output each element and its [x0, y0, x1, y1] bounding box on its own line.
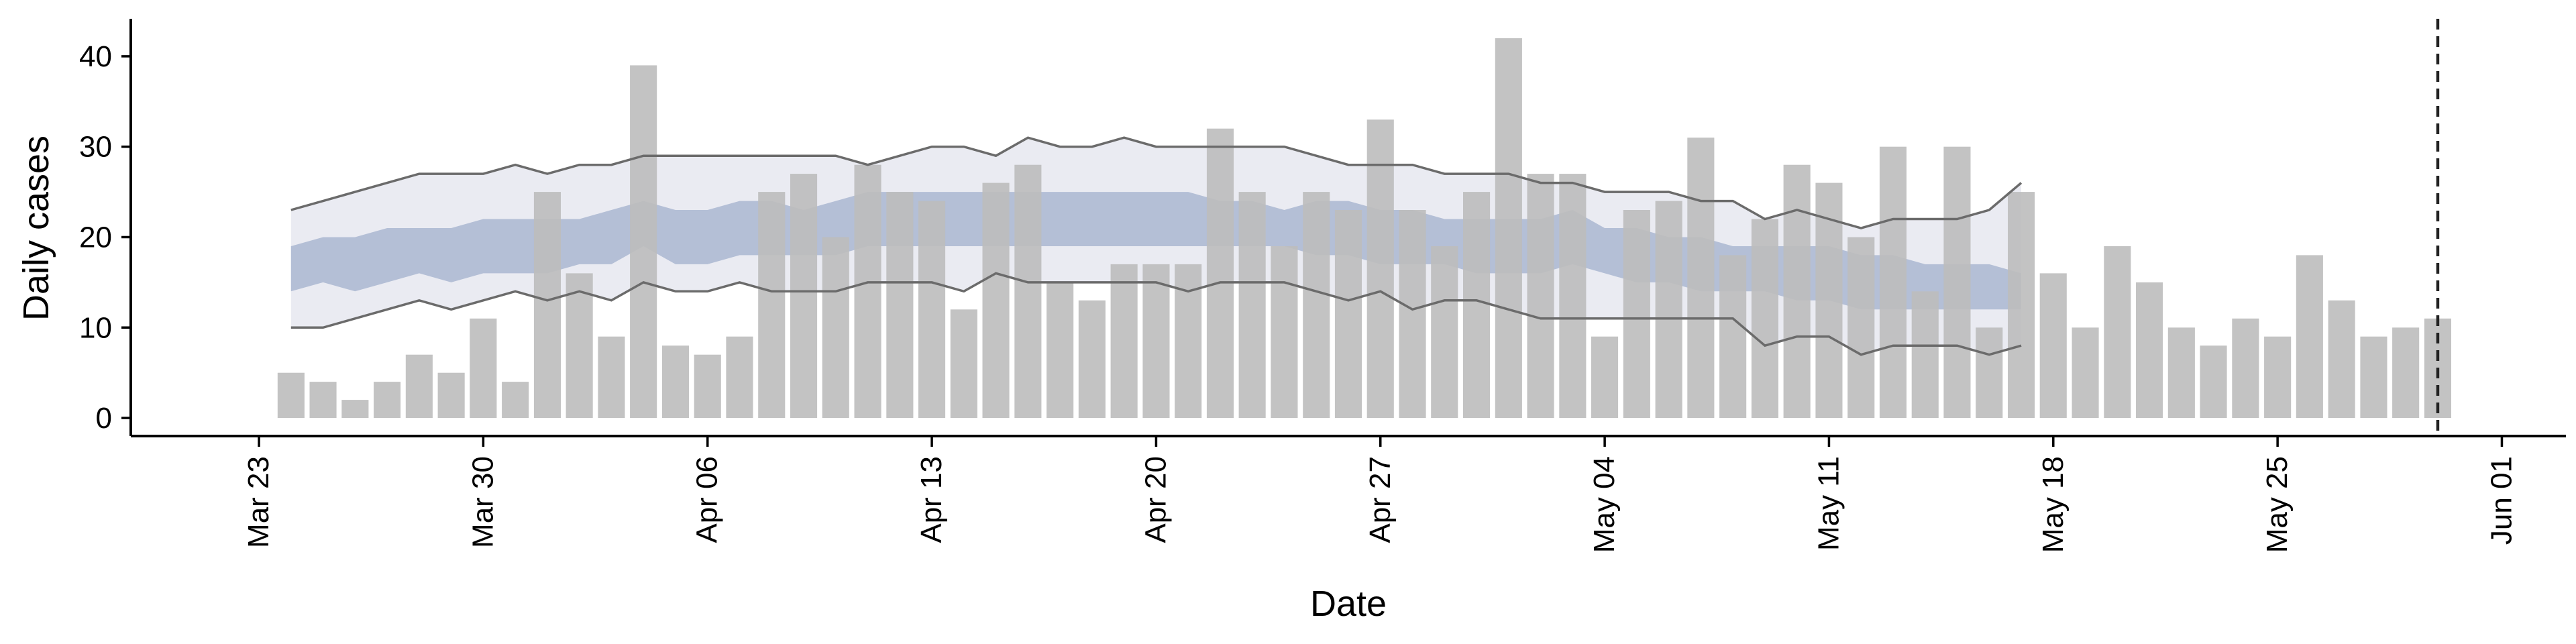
bar	[1751, 219, 1778, 418]
bar	[1238, 192, 1266, 419]
bar	[566, 273, 593, 419]
x-tick-label: Mar 30	[466, 456, 499, 548]
band-lower-edge	[290, 272, 2022, 356]
bar	[1559, 174, 1587, 418]
x-tick-label: May 11	[1812, 456, 1845, 551]
bar	[1046, 282, 1074, 419]
bar	[1911, 291, 1939, 418]
bar	[437, 372, 465, 419]
bar	[1142, 264, 1170, 418]
bar	[1463, 192, 1491, 419]
bar	[1078, 300, 1106, 418]
bar	[533, 192, 561, 419]
x-axis-label: Date	[1310, 584, 1387, 624]
bar	[2200, 345, 2227, 418]
bar	[1879, 146, 1907, 418]
band-edge-lines	[290, 136, 2023, 356]
y-axis-label: Daily cases	[16, 136, 56, 321]
bar	[1687, 138, 1715, 418]
bar	[1623, 210, 1650, 418]
bar	[309, 382, 337, 418]
bar	[1399, 210, 1426, 418]
bar	[1527, 174, 1554, 418]
bar	[854, 164, 881, 419]
bar	[1110, 264, 1138, 418]
y-tick-label: 10	[79, 311, 112, 344]
x-tick-label: Apr 06	[691, 456, 724, 543]
bar	[1366, 119, 1394, 419]
bar	[790, 174, 818, 418]
bar	[2008, 192, 2035, 419]
inner-credible-band	[290, 192, 2021, 310]
bar	[405, 354, 433, 418]
bar	[630, 65, 657, 419]
bar	[1847, 237, 1875, 419]
bar	[1783, 164, 1811, 419]
bar	[1206, 128, 1234, 418]
bar	[1495, 38, 1522, 419]
bar	[886, 192, 914, 419]
x-tick-label: Apr 20	[1139, 456, 1172, 543]
y-tick-label: 0	[96, 402, 112, 435]
bar	[598, 336, 625, 418]
bar	[1431, 246, 1458, 419]
bar	[1334, 210, 1362, 418]
bar	[1943, 146, 1971, 418]
bar	[758, 192, 786, 419]
inner-band-area	[290, 192, 2021, 310]
bar	[2360, 336, 2387, 418]
bar	[2232, 318, 2259, 419]
bar	[726, 336, 753, 418]
bar	[1719, 255, 1747, 418]
x-tick-label: Apr 27	[1364, 456, 1397, 543]
y-tick-label: 30	[79, 131, 112, 164]
bar	[1014, 164, 1042, 419]
bar	[2167, 327, 2195, 419]
bar	[374, 382, 401, 418]
bar	[470, 318, 497, 419]
bar	[950, 309, 977, 418]
bar	[982, 182, 1010, 418]
bar	[2328, 300, 2355, 418]
axes: 0 10 20 30 40 Mar 23 Mar 30 Apr 06 Apr 13 Apr 20 A…	[79, 19, 2566, 553]
bar	[1303, 192, 1330, 419]
bar	[1976, 327, 2003, 419]
x-tick-label: Apr 13	[915, 456, 948, 543]
bars-group	[277, 38, 2451, 419]
bar	[1175, 264, 1202, 418]
bar	[2136, 282, 2163, 419]
bar	[277, 372, 305, 419]
bar	[2104, 246, 2131, 419]
bar	[822, 237, 849, 419]
bar	[502, 382, 529, 418]
bar	[2264, 336, 2292, 418]
x-tick-label: May 04	[1588, 456, 1621, 553]
bar	[2392, 327, 2420, 419]
y-tick-label: 20	[79, 221, 112, 254]
x-tick-label: Jun 01	[2485, 456, 2518, 545]
bar	[694, 354, 721, 418]
y-tick-label: 40	[79, 40, 112, 73]
x-tick-label: May 18	[2037, 456, 2070, 553]
bar	[1271, 246, 1298, 419]
bar	[2296, 255, 2323, 418]
band-upper-edge	[290, 136, 2023, 229]
bar	[661, 345, 689, 418]
x-tick-label: Mar 23	[242, 456, 275, 548]
bar	[341, 400, 369, 419]
bar	[2072, 327, 2099, 419]
bar	[1591, 336, 1619, 418]
bar	[2039, 273, 2067, 419]
x-tick-label: May 25	[2261, 456, 2294, 553]
bar	[1655, 201, 1682, 419]
bar	[918, 201, 946, 419]
